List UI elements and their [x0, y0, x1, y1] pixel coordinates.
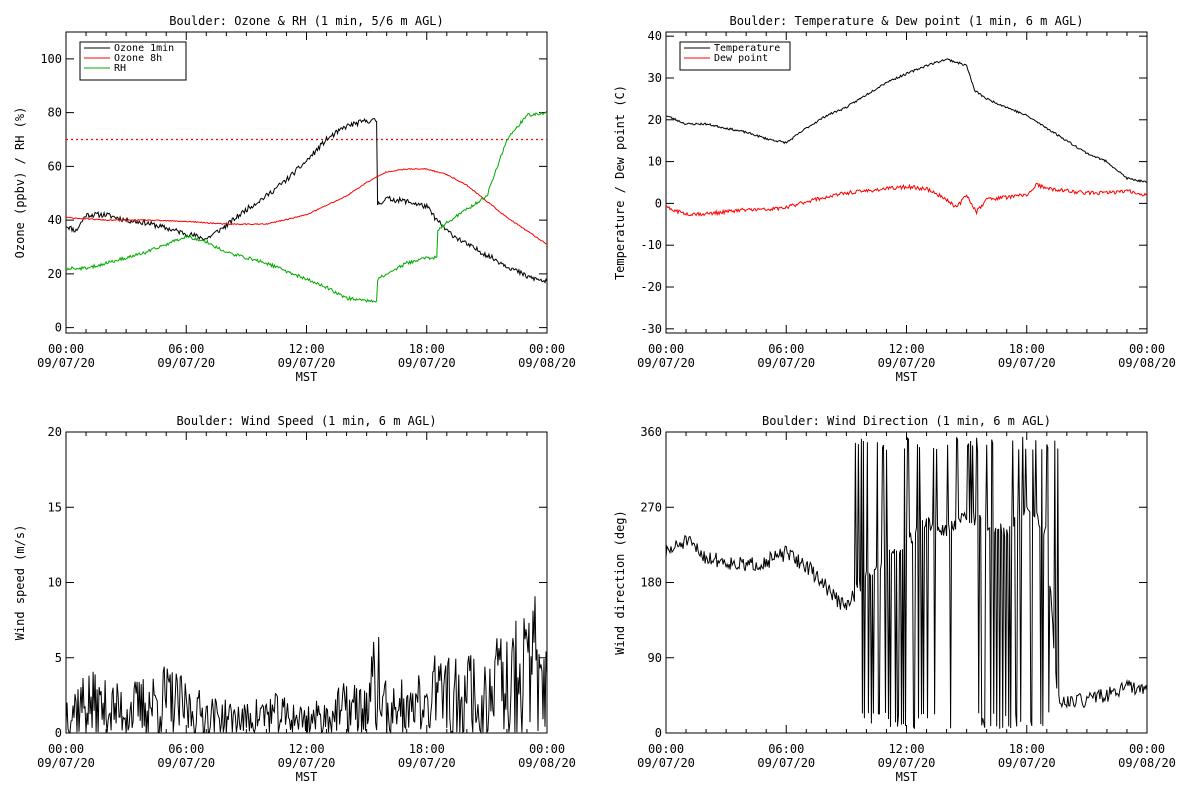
- x-tick-date-label: 09/07/20: [998, 756, 1056, 770]
- y-tick-label: -10: [640, 238, 662, 252]
- x-tick-date-label: 09/07/20: [757, 356, 815, 370]
- x-tick-date-label: 09/08/20: [518, 756, 576, 770]
- y-tick-label: 5: [55, 651, 62, 665]
- x-tick-date-label: 09/07/20: [878, 756, 936, 770]
- y-tick-label: 40: [48, 213, 62, 227]
- legend-label: Ozone 8h: [114, 53, 162, 64]
- x-tick-time-label: 18:00: [409, 342, 445, 356]
- y-tick-label: 0: [55, 726, 62, 740]
- chart-title: Boulder: Wind Direction (1 min, 6 m AGL): [762, 414, 1051, 428]
- chart-panel-1: Boulder: Ozone & RH (1 min, 5/6 m AGL) 0 2…: [13, 14, 576, 384]
- x-tick-time-label: 00:00: [648, 742, 684, 756]
- y-tick-label: 30: [648, 71, 662, 85]
- series-line-rh: [65, 111, 548, 303]
- x-tick-date-label: 09/07/20: [278, 356, 336, 370]
- y-tick-label: 0: [655, 196, 662, 210]
- x-tick-date-label: 09/07/20: [998, 356, 1056, 370]
- x-tick-date-label: 09/07/20: [398, 356, 456, 370]
- chart-title: Boulder: Wind Speed (1 min, 6 m AGL): [176, 414, 436, 428]
- y-tick-label: 360: [640, 425, 662, 439]
- y-tick-label: 40: [648, 29, 662, 43]
- y-tick-label: 80: [48, 106, 62, 120]
- x-tick-date-label: 09/07/20: [637, 356, 695, 370]
- x-tick-time-label: 00:00: [529, 342, 565, 356]
- x-tick-time-label: 12:00: [888, 742, 924, 756]
- legend-label: Ozone 1min: [114, 43, 174, 54]
- legend-label: Dew point: [714, 53, 768, 64]
- y-tick-label: 10: [48, 576, 62, 590]
- chart-title: Boulder: Temperature & Dew point (1 min,…: [729, 14, 1083, 28]
- x-axis-label: MST: [896, 770, 918, 784]
- x-tick-time-label: 00:00: [48, 342, 84, 356]
- x-tick-date-label: 09/08/20: [1118, 356, 1176, 370]
- y-tick-label: 180: [640, 576, 662, 590]
- y-tick-label: 20: [648, 113, 662, 127]
- y-tick-label: 0: [655, 726, 662, 740]
- x-tick-time-label: 00:00: [48, 742, 84, 756]
- y-axis-label: Wind direction (deg): [613, 510, 627, 655]
- x-tick-time-label: 06:00: [168, 342, 204, 356]
- series-line-data: [665, 436, 1148, 729]
- x-tick-time-label: 18:00: [1009, 342, 1045, 356]
- x-tick-date-label: 09/07/20: [37, 756, 95, 770]
- y-tick-label: -20: [640, 280, 662, 294]
- x-tick-date-label: 09/07/20: [878, 356, 936, 370]
- x-axis-label: MST: [896, 370, 918, 384]
- x-tick-time-label: 06:00: [768, 742, 804, 756]
- x-tick-date-label: 09/07/20: [157, 756, 215, 770]
- x-tick-time-label: 12:00: [288, 742, 324, 756]
- x-tick-date-label: 09/08/20: [518, 356, 576, 370]
- x-tick-date-label: 09/07/20: [637, 756, 695, 770]
- x-tick-date-label: 09/08/20: [1118, 756, 1176, 770]
- y-tick-label: 15: [48, 500, 62, 514]
- y-tick-label: 60: [48, 159, 62, 173]
- x-tick-time-label: 12:00: [888, 342, 924, 356]
- x-tick-time-label: 06:00: [768, 342, 804, 356]
- chart-panel-4: Boulder: Wind Direction (1 min, 6 m AGL)…: [613, 414, 1176, 784]
- x-tick-date-label: 09/07/20: [157, 356, 215, 370]
- series-line-temperature: [665, 58, 1148, 183]
- series-line-dew-point: [665, 182, 1148, 217]
- y-tick-label: 10: [648, 155, 662, 169]
- y-axis-label: Ozone (ppbv) / RH (%): [13, 107, 27, 259]
- x-tick-time-label: 12:00: [288, 342, 324, 356]
- x-tick-time-label: 18:00: [409, 742, 445, 756]
- series-line-ozone-8h: [65, 167, 548, 245]
- series-line-ozone-1min: [65, 117, 548, 284]
- y-tick-label: 90: [648, 651, 662, 665]
- x-tick-date-label: 09/07/20: [757, 756, 815, 770]
- y-axis-label: Wind speed (m/s): [13, 525, 27, 641]
- plot-frame: [665, 31, 1148, 334]
- x-tick-date-label: 09/07/20: [398, 756, 456, 770]
- x-axis-label: MST: [296, 370, 318, 384]
- y-tick-label: 0: [55, 321, 62, 335]
- x-tick-time-label: 06:00: [168, 742, 204, 756]
- x-tick-time-label: 18:00: [1009, 742, 1045, 756]
- x-tick-date-label: 09/07/20: [37, 356, 95, 370]
- y-tick-label: -30: [640, 322, 662, 336]
- y-tick-label: 20: [48, 267, 62, 281]
- y-tick-label: 100: [40, 52, 62, 66]
- x-axis-label: MST: [296, 770, 318, 784]
- x-tick-date-label: 09/07/20: [278, 756, 336, 770]
- y-tick-label: 20: [48, 425, 62, 439]
- legend: [679, 41, 791, 71]
- x-tick-time-label: 00:00: [648, 342, 684, 356]
- x-tick-time-label: 00:00: [529, 742, 565, 756]
- legend-label: Temperature: [714, 43, 780, 54]
- legend-label: RH: [114, 63, 126, 74]
- x-tick-time-label: 00:00: [1129, 342, 1165, 356]
- series-line-data: [65, 596, 548, 735]
- y-tick-label: 270: [640, 500, 662, 514]
- chart-panel-2: Boulder: Temperature & Dew point (1 min,…: [613, 14, 1176, 384]
- y-axis-label: Temperature / Dew point (C): [613, 85, 627, 280]
- chart-panel-3: Boulder: Wind Speed (1 min, 6 m AGL) 0 5 10…: [13, 414, 576, 784]
- x-tick-time-label: 00:00: [1129, 742, 1165, 756]
- chart-title: Boulder: Ozone & RH (1 min, 5/6 m AGL): [169, 14, 444, 28]
